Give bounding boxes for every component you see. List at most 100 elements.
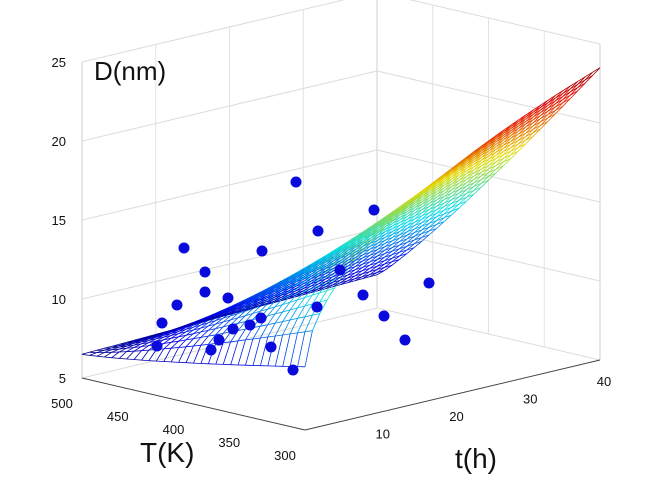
mesh-line-T — [429, 202, 438, 210]
mesh-line-T — [451, 182, 460, 191]
mesh-line-T — [437, 174, 446, 182]
mesh-line-T — [414, 198, 423, 206]
mesh-line-T — [384, 222, 393, 230]
mesh-line-T — [473, 168, 482, 177]
mesh-line-T — [251, 293, 260, 299]
mesh-line-T — [436, 221, 445, 229]
mesh-line-T — [200, 320, 209, 324]
mesh-line-T — [466, 166, 475, 174]
mesh-line-t — [126, 350, 135, 360]
mesh-line-t — [451, 207, 459, 212]
mesh-line-T — [577, 79, 586, 88]
mesh-line-T — [377, 217, 386, 224]
mesh-line-T — [251, 295, 260, 301]
mesh-line-T — [237, 315, 246, 319]
mesh-line-T — [251, 300, 260, 305]
mesh-line-T — [193, 327, 201, 331]
mesh-line-t — [377, 253, 385, 257]
mesh-line-t — [282, 333, 291, 367]
mesh-line-T — [400, 203, 408, 211]
mesh-line-T — [429, 191, 438, 199]
mesh-line-t — [503, 150, 512, 156]
mesh-line-T — [488, 139, 497, 147]
mesh-line-T — [428, 224, 437, 232]
mesh-line-T — [503, 147, 512, 155]
mesh-line-T — [318, 257, 327, 263]
mesh-line-t — [289, 318, 298, 335]
mesh-line-T — [340, 246, 349, 253]
mesh-line-T — [333, 251, 342, 258]
mesh-line-t — [444, 199, 452, 204]
mesh-line-t — [178, 339, 187, 348]
mesh-line-T — [354, 273, 363, 280]
mesh-line-T — [429, 193, 438, 201]
mesh-line-T — [354, 267, 363, 274]
mesh-line-t — [399, 231, 408, 236]
mesh-line-T — [407, 197, 416, 205]
mesh-line-T — [141, 338, 149, 342]
mesh-line-T — [459, 159, 468, 167]
mesh-line-T — [488, 137, 497, 145]
mesh-line-T — [155, 335, 164, 338]
mesh-line-T — [288, 288, 297, 294]
mesh-line-T — [229, 311, 238, 315]
mesh-line-T — [384, 247, 393, 254]
mesh-line-T — [303, 276, 312, 282]
mesh-line-T — [236, 309, 245, 313]
t-tick-label: 30 — [523, 392, 537, 407]
mesh-line-T — [266, 287, 275, 292]
mesh-line-T — [421, 202, 430, 210]
mesh-line-T — [473, 175, 482, 184]
mesh-line-T — [311, 260, 320, 266]
mesh-line-T — [252, 310, 261, 314]
mesh-line-T — [325, 262, 334, 269]
mesh-line-t — [274, 304, 283, 315]
mesh-line-t — [503, 147, 512, 152]
mesh-line-T — [511, 123, 520, 131]
data-point — [378, 310, 390, 322]
mesh-line-T — [281, 280, 290, 287]
mesh-line-T — [296, 268, 305, 274]
mesh-line-T — [303, 283, 312, 289]
mesh-line-T — [155, 333, 164, 337]
mesh-line-T — [532, 121, 541, 130]
mesh-line-T — [488, 146, 497, 154]
mesh-line-t — [407, 221, 415, 226]
mesh-line-T — [473, 162, 482, 170]
mesh-line-T — [126, 344, 134, 347]
mesh-line-T — [473, 187, 482, 195]
mesh-line-T — [481, 158, 490, 167]
mesh-line-T — [362, 230, 371, 237]
mesh-line-T — [222, 307, 231, 312]
mesh-line-t — [428, 228, 437, 232]
mesh-line-T — [222, 312, 230, 317]
mesh-line-T — [126, 343, 134, 346]
mesh-line-T — [443, 199, 452, 207]
mesh-line-t — [458, 185, 467, 190]
mesh-line-T — [141, 342, 149, 345]
mesh-line-t — [267, 313, 276, 325]
mesh-line-T — [414, 195, 423, 202]
mesh-line-T — [525, 132, 534, 141]
mesh-line-T — [318, 270, 327, 277]
mesh-line-T — [297, 297, 305, 301]
mesh-line-T — [518, 132, 527, 141]
mesh-line-T — [458, 197, 467, 205]
mesh-line-T — [562, 98, 571, 107]
mesh-line-t — [252, 306, 261, 314]
mesh-line-T — [317, 281, 326, 287]
mesh-line-t — [193, 337, 202, 347]
mesh-line-T — [178, 329, 186, 332]
mesh-line-T — [444, 192, 452, 200]
mesh-line-T — [348, 239, 357, 246]
mesh-line-T — [295, 283, 304, 289]
mesh-line-t — [245, 313, 253, 322]
mesh-line-T — [422, 192, 431, 200]
mesh-line-t — [488, 168, 497, 173]
mesh-line-T — [466, 150, 475, 158]
mesh-line-T — [407, 196, 416, 204]
mesh-line-T — [570, 90, 578, 99]
mesh-line-T — [391, 248, 400, 256]
mesh-line-T — [280, 292, 289, 298]
mesh-line-T — [481, 155, 490, 164]
